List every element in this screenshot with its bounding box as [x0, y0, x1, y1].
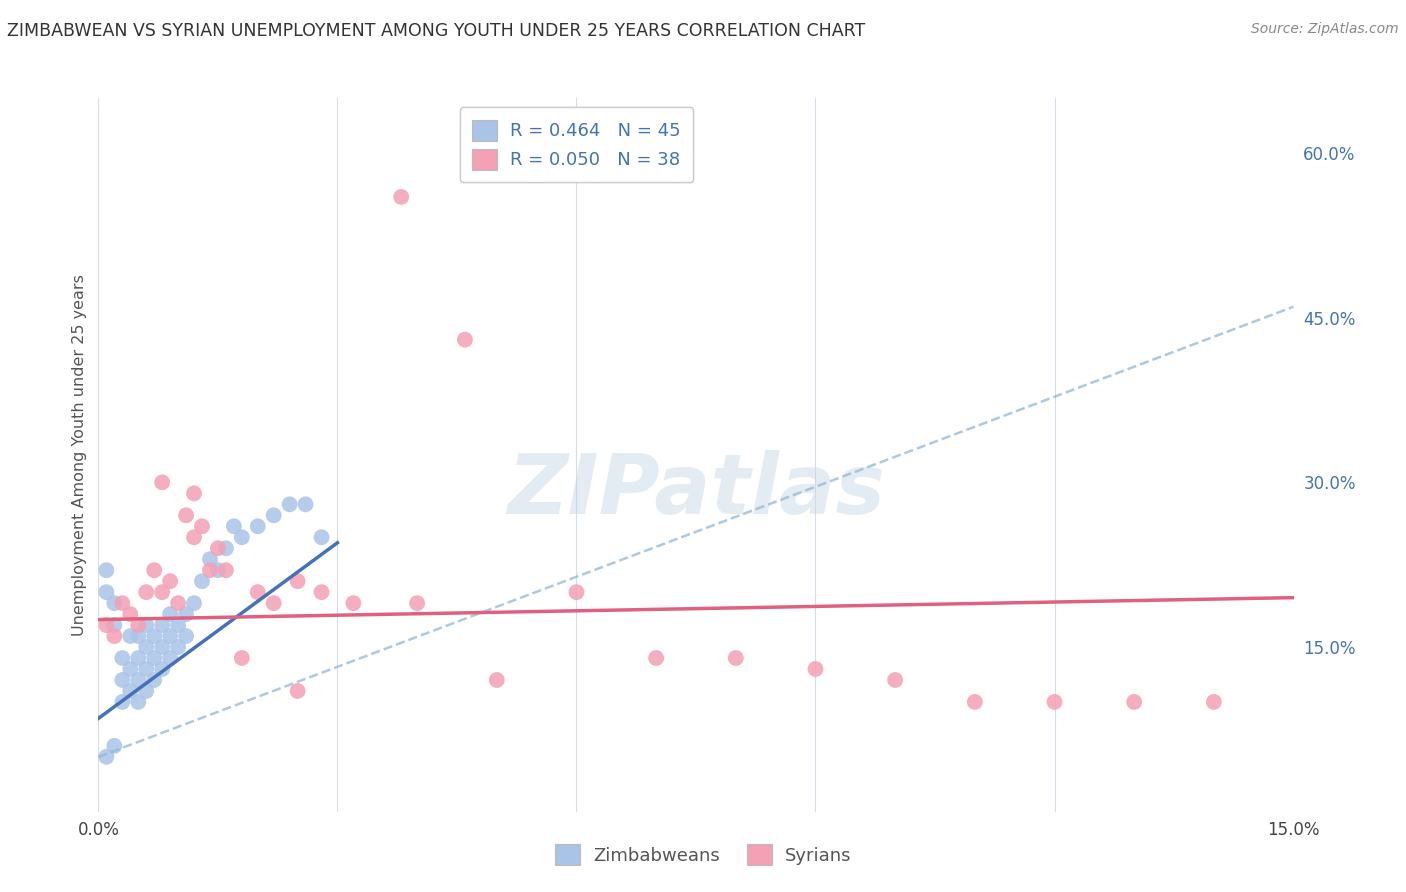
Point — [111, 695, 134, 709]
Point — [311, 530, 333, 544]
Text: Source: ZipAtlas.com: Source: ZipAtlas.com — [1251, 22, 1399, 37]
Point — [150, 585, 173, 599]
Point — [143, 563, 166, 577]
Point — [127, 618, 149, 632]
Point — [159, 651, 181, 665]
Point — [1202, 695, 1225, 709]
Point — [143, 651, 166, 665]
Point — [120, 662, 142, 676]
Point — [287, 684, 309, 698]
Point — [222, 519, 245, 533]
Legend: Zimbabweans, Syrians: Zimbabweans, Syrians — [546, 835, 860, 874]
Point — [135, 585, 157, 599]
Point — [246, 585, 269, 599]
Point — [150, 662, 173, 676]
Point — [406, 596, 429, 610]
Point — [159, 574, 181, 589]
Point — [111, 596, 134, 610]
Point — [167, 618, 190, 632]
Point — [111, 651, 134, 665]
Point — [198, 552, 221, 566]
Point — [127, 695, 149, 709]
Point — [183, 486, 205, 500]
Legend: R = 0.464   N = 45, R = 0.050   N = 38: R = 0.464 N = 45, R = 0.050 N = 38 — [460, 107, 693, 182]
Point — [454, 333, 477, 347]
Point — [103, 618, 125, 632]
Point — [884, 673, 907, 687]
Point — [1123, 695, 1146, 709]
Point — [278, 497, 301, 511]
Point — [150, 475, 173, 490]
Point — [120, 607, 142, 621]
Point — [174, 508, 197, 523]
Point — [263, 508, 285, 523]
Point — [1043, 695, 1066, 709]
Point — [191, 574, 214, 589]
Point — [389, 190, 412, 204]
Point — [174, 629, 197, 643]
Point — [96, 563, 118, 577]
Point — [120, 629, 142, 643]
Point — [103, 629, 125, 643]
Point — [215, 563, 238, 577]
Point — [311, 585, 333, 599]
Point — [645, 651, 668, 665]
Point — [963, 695, 986, 709]
Point — [135, 662, 157, 676]
Point — [174, 607, 197, 621]
Point — [103, 739, 125, 753]
Point — [150, 618, 173, 632]
Point — [724, 651, 747, 665]
Point — [804, 662, 827, 676]
Point — [246, 519, 269, 533]
Text: ZIMBABWEAN VS SYRIAN UNEMPLOYMENT AMONG YOUTH UNDER 25 YEARS CORRELATION CHART: ZIMBABWEAN VS SYRIAN UNEMPLOYMENT AMONG … — [7, 22, 865, 40]
Point — [207, 541, 229, 556]
Point — [127, 651, 149, 665]
Point — [143, 629, 166, 643]
Point — [198, 563, 221, 577]
Point — [191, 519, 214, 533]
Point — [207, 563, 229, 577]
Point — [215, 541, 238, 556]
Point — [143, 673, 166, 687]
Point — [150, 640, 173, 654]
Point — [96, 585, 118, 599]
Text: ZIPatlas: ZIPatlas — [508, 450, 884, 531]
Point — [127, 629, 149, 643]
Point — [485, 673, 508, 687]
Point — [342, 596, 364, 610]
Point — [294, 497, 316, 511]
Point — [127, 673, 149, 687]
Point — [135, 684, 157, 698]
Point — [167, 596, 190, 610]
Point — [263, 596, 285, 610]
Point — [565, 585, 588, 599]
Point — [159, 607, 181, 621]
Point — [96, 618, 118, 632]
Point — [159, 629, 181, 643]
Point — [183, 596, 205, 610]
Point — [287, 574, 309, 589]
Point — [231, 530, 253, 544]
Point — [167, 640, 190, 654]
Point — [96, 749, 118, 764]
Point — [183, 530, 205, 544]
Point — [103, 596, 125, 610]
Point — [111, 673, 134, 687]
Y-axis label: Unemployment Among Youth under 25 years: Unemployment Among Youth under 25 years — [72, 274, 87, 636]
Point — [120, 684, 142, 698]
Point — [135, 618, 157, 632]
Point — [231, 651, 253, 665]
Point — [135, 640, 157, 654]
